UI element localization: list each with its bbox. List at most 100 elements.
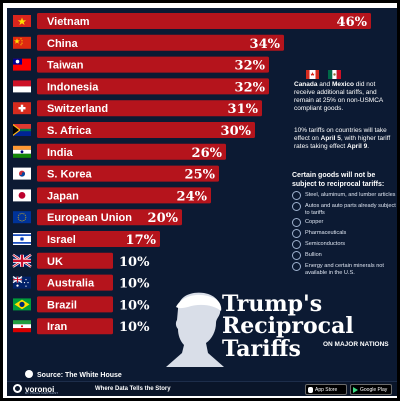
- info-icon: [25, 370, 33, 378]
- value-label: 32%: [235, 80, 266, 95]
- exemption-item-label: Semiconductors: [305, 241, 346, 248]
- category-label: Japan: [47, 190, 79, 202]
- uk-flag-icon: [12, 253, 32, 268]
- exemption-item-label: Energy and certain minerals not availabl…: [305, 263, 384, 276]
- israel-flag-icon: [13, 233, 31, 245]
- category-label: S. Korea: [47, 169, 93, 181]
- category-label: Iran: [47, 321, 67, 333]
- exemption-item: Semiconductors: [292, 240, 396, 250]
- canada-mexico-note: Canada and Mexico did not receive additi…: [294, 81, 383, 112]
- vietnam-flag-icon: [13, 15, 31, 27]
- south-africa-flag-icon: [13, 124, 31, 136]
- title-line-3: Tariffs: [222, 336, 301, 362]
- bar: [37, 143, 226, 160]
- value-label: 32%: [235, 59, 266, 74]
- bar: [37, 165, 219, 182]
- app-store-button[interactable]: App Store: [305, 384, 347, 395]
- indonesia-flag-icon: [13, 80, 31, 93]
- category-label: China: [47, 38, 78, 50]
- exemption-item-label: Bullion: [305, 252, 322, 259]
- category-label: Vietnam: [47, 16, 90, 28]
- value-label: 30%: [221, 124, 252, 139]
- value-label: 10%: [119, 277, 150, 292]
- app-store-label: App Store: [315, 387, 338, 393]
- bar: [37, 231, 160, 247]
- exemptions-title: Certain goods will not be subject to rec…: [292, 172, 385, 188]
- bar: [37, 296, 113, 313]
- subtitle: ON MAJOR NATIONS: [323, 341, 389, 348]
- exemption-item-label: Autos and auto parts already subject to …: [305, 203, 396, 216]
- switzerland-flag-icon: [13, 102, 31, 115]
- canada-mexico-flags: [306, 70, 341, 79]
- brand-name: voronoi: [25, 385, 55, 394]
- source-line: Source: The White House: [25, 370, 122, 379]
- exemption-item-icon: [292, 218, 301, 228]
- value-label: 26%: [192, 146, 223, 161]
- google-play-label: Google Play: [360, 387, 388, 393]
- exemption-item: Pharmaceuticals: [292, 229, 396, 239]
- bar: [37, 56, 269, 73]
- china-flag-icon: [13, 36, 31, 49]
- exemption-item-icon: [292, 240, 301, 250]
- exemption-item-icon: [292, 229, 301, 239]
- exemption-item-icon: [292, 262, 301, 272]
- exemption-item: Steel, aluminum, and lumber articles: [292, 191, 396, 200]
- category-label: Indonesia: [47, 81, 99, 93]
- mexico-flag-icon: [328, 70, 341, 79]
- value-label: 10%: [119, 298, 150, 313]
- brand-subtitle: BY VISUAL CAPITALIST: [25, 391, 59, 395]
- effective-dates-note: 10% tariffs on countries will take effec…: [294, 127, 391, 150]
- value-label: 17%: [126, 233, 157, 248]
- voronoi-logo-icon: [13, 384, 22, 393]
- infographic-card: Vietnam 46% China 34% Taiwan 32% Indonesia 32% S…: [7, 8, 397, 396]
- value-label: 10%: [119, 320, 150, 335]
- value-label: 24%: [177, 189, 208, 204]
- brand: voronoi: [13, 384, 54, 394]
- exemption-item: Autos and auto parts already subject to …: [292, 202, 396, 216]
- eu-flag-icon: [13, 211, 31, 224]
- value-label: 31%: [228, 102, 259, 117]
- bar: [37, 187, 211, 204]
- tagline: Where Data Tells the Story: [95, 386, 171, 392]
- category-label: Israel: [47, 234, 76, 246]
- tariff-bar-chart: Vietnam 46% China 34% Taiwan 32% Indonesia 32% S…: [12, 13, 371, 335]
- brazil-flag-icon: [13, 298, 31, 311]
- category-label: Australia: [47, 278, 95, 290]
- south-korea-flag-icon: [13, 167, 31, 180]
- bar: [37, 122, 255, 138]
- bar: [37, 78, 269, 95]
- category-label: UK: [47, 256, 63, 268]
- exemption-item-icon: [292, 191, 301, 200]
- bar: [37, 274, 113, 291]
- taiwan-flag-icon: [13, 58, 31, 71]
- bar: [37, 252, 113, 269]
- bar: [37, 318, 113, 335]
- category-label: European Union: [47, 212, 132, 224]
- apple-icon: [308, 387, 313, 393]
- japan-flag-icon: [13, 189, 31, 202]
- exemption-item: Energy and certain minerals not availabl…: [292, 262, 396, 276]
- category-label: S. Africa: [47, 125, 92, 137]
- value-label: 10%: [119, 255, 150, 270]
- exemption-item: Bullion: [292, 251, 396, 261]
- title-line-1: Trump's: [222, 291, 323, 317]
- value-label: 46%: [337, 15, 368, 30]
- play-icon: [353, 387, 358, 393]
- exemption-item-icon: [292, 202, 301, 211]
- exemption-item: Copper: [292, 218, 396, 228]
- exemption-item-label: Copper: [305, 219, 324, 226]
- value-label: 25%: [185, 168, 216, 183]
- bar: [37, 209, 182, 226]
- india-flag-icon: [13, 145, 31, 158]
- exemption-item-label: Steel, aluminum, and lumber articles: [305, 192, 396, 198]
- value-label: 20%: [148, 211, 179, 226]
- trump-silhouette-icon: [166, 292, 224, 367]
- title-line-2: Reciprocal: [222, 313, 354, 339]
- source-text: Source: The White House: [37, 372, 122, 379]
- exemption-item-icon: [292, 251, 301, 261]
- bar: [37, 100, 262, 117]
- iran-flag-icon: [13, 320, 31, 333]
- google-play-button[interactable]: Google Play: [350, 384, 392, 395]
- category-label: Switzerland: [47, 103, 108, 115]
